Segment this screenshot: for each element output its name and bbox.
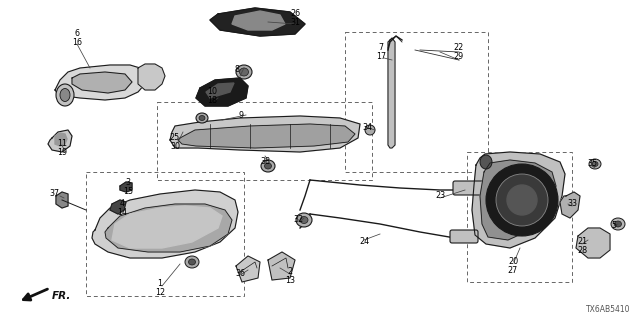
Text: 38: 38 <box>260 157 270 166</box>
Text: 10
18: 10 18 <box>207 87 217 105</box>
Text: 23: 23 <box>435 191 445 201</box>
FancyBboxPatch shape <box>450 230 478 243</box>
Ellipse shape <box>264 163 271 169</box>
Ellipse shape <box>592 162 598 166</box>
Polygon shape <box>110 200 126 214</box>
Polygon shape <box>120 182 132 192</box>
Text: 24: 24 <box>359 237 369 246</box>
Circle shape <box>496 174 548 226</box>
Polygon shape <box>72 72 132 93</box>
Text: 22
29: 22 29 <box>454 43 464 61</box>
Polygon shape <box>178 124 355 148</box>
Text: 1
12: 1 12 <box>155 279 165 297</box>
Polygon shape <box>55 133 67 146</box>
Text: 34: 34 <box>362 124 372 132</box>
Ellipse shape <box>56 84 74 106</box>
Text: 37: 37 <box>49 189 59 198</box>
Text: FR.: FR. <box>52 291 72 301</box>
Ellipse shape <box>236 65 252 79</box>
Text: 32: 32 <box>293 215 303 225</box>
Text: 2
13: 2 13 <box>285 267 295 285</box>
Polygon shape <box>55 65 148 100</box>
Polygon shape <box>56 192 68 208</box>
Ellipse shape <box>611 218 625 230</box>
Ellipse shape <box>60 89 70 101</box>
Ellipse shape <box>261 160 275 172</box>
Text: 7
17: 7 17 <box>376 43 386 61</box>
Text: 33: 33 <box>567 199 577 209</box>
Text: 6
16: 6 16 <box>72 29 82 47</box>
Ellipse shape <box>480 155 492 169</box>
FancyBboxPatch shape <box>453 181 485 195</box>
Ellipse shape <box>189 259 195 265</box>
Text: 5: 5 <box>611 220 616 229</box>
Polygon shape <box>232 11 285 30</box>
Text: 26
31: 26 31 <box>290 9 300 27</box>
Ellipse shape <box>239 68 248 76</box>
Text: 8: 8 <box>234 66 239 75</box>
Polygon shape <box>210 8 305 36</box>
Ellipse shape <box>199 116 205 121</box>
Circle shape <box>507 185 537 215</box>
Ellipse shape <box>185 256 199 268</box>
Circle shape <box>486 164 558 236</box>
Text: 11
19: 11 19 <box>57 139 67 157</box>
Polygon shape <box>268 252 295 280</box>
Polygon shape <box>196 78 248 106</box>
Text: 36: 36 <box>235 269 245 278</box>
Polygon shape <box>472 152 565 248</box>
Text: TX6AB5410: TX6AB5410 <box>586 305 630 314</box>
Ellipse shape <box>300 217 308 223</box>
Text: 20
27: 20 27 <box>508 257 518 275</box>
Ellipse shape <box>614 221 621 227</box>
Polygon shape <box>576 228 610 258</box>
Text: 35: 35 <box>587 158 597 167</box>
Polygon shape <box>105 204 232 252</box>
Text: 4
14: 4 14 <box>117 199 127 217</box>
Ellipse shape <box>296 213 312 227</box>
Polygon shape <box>560 192 580 218</box>
Text: 21
28: 21 28 <box>577 237 587 255</box>
Ellipse shape <box>196 113 208 123</box>
Text: 25
30: 25 30 <box>170 133 180 151</box>
Text: 9: 9 <box>239 110 244 119</box>
Polygon shape <box>92 190 238 258</box>
Polygon shape <box>138 64 165 90</box>
Ellipse shape <box>365 125 375 135</box>
Polygon shape <box>112 206 222 248</box>
Polygon shape <box>170 116 360 152</box>
Polygon shape <box>48 130 72 152</box>
Text: 3
15: 3 15 <box>123 178 133 196</box>
Polygon shape <box>480 160 556 240</box>
Ellipse shape <box>589 159 601 169</box>
Polygon shape <box>206 83 234 98</box>
Polygon shape <box>388 38 395 148</box>
Polygon shape <box>236 256 260 282</box>
